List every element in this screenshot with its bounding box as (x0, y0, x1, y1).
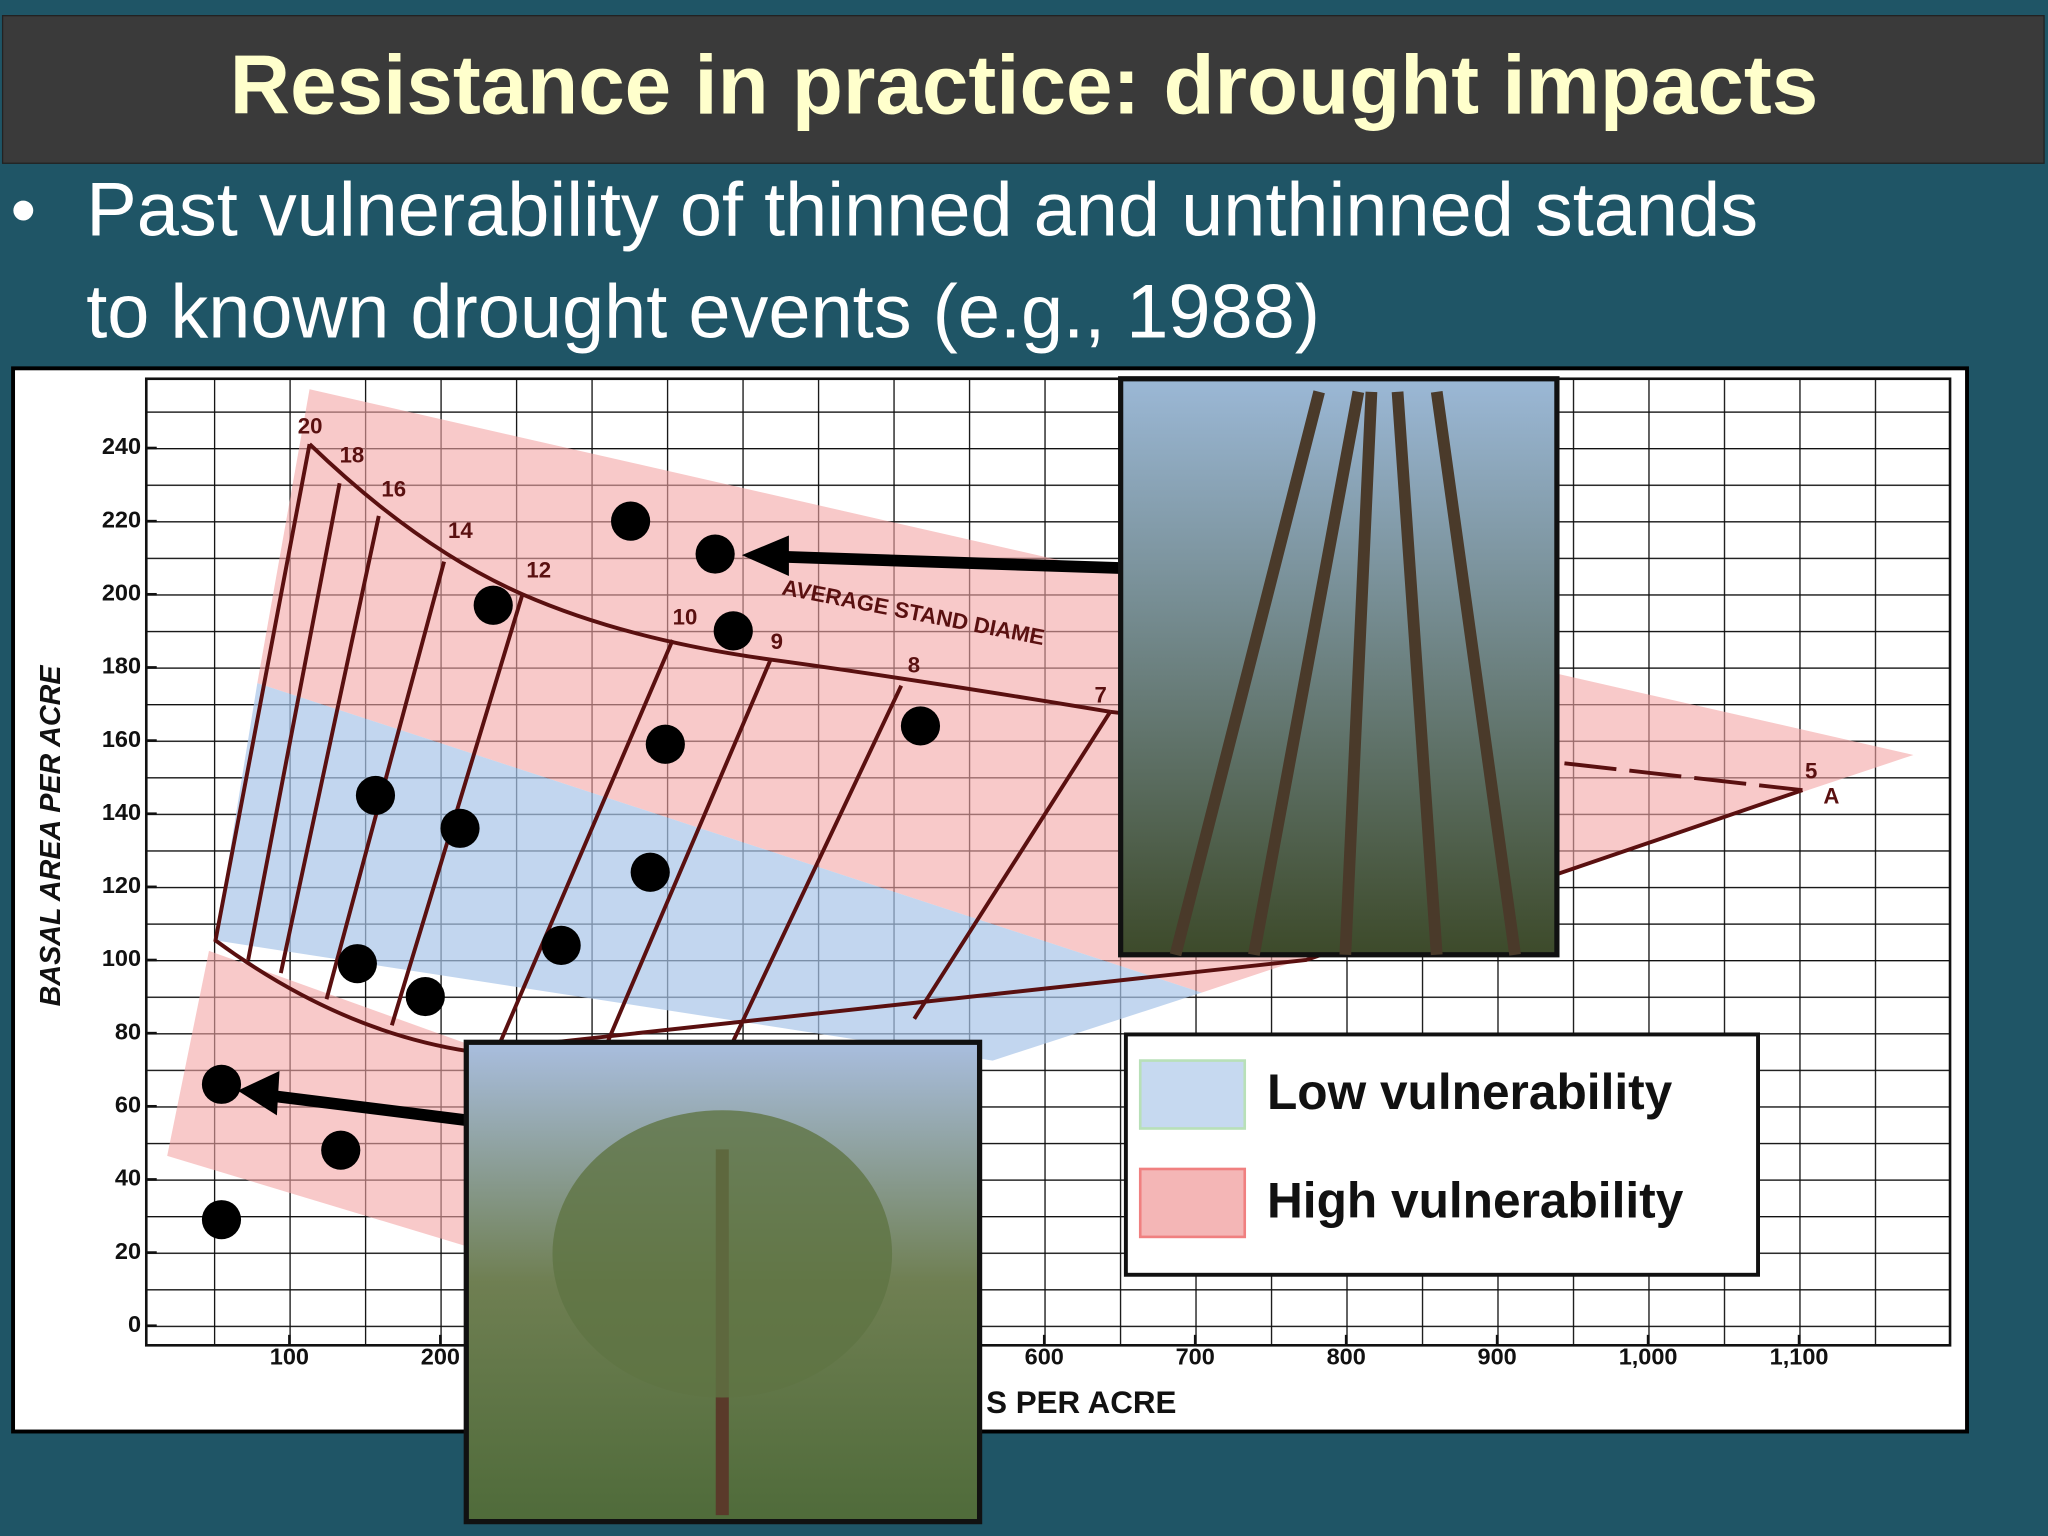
curve-label: 14 (448, 518, 473, 543)
x-tick-label: 200 (421, 1344, 460, 1370)
x-tick-label: 100 (270, 1344, 309, 1370)
x-tick-label: 600 (1025, 1344, 1064, 1370)
low-region (215, 683, 1202, 1061)
curve-label: 9 (771, 629, 783, 654)
y-tick-label: 20 (115, 1238, 141, 1264)
y-tick-label: 60 (115, 1091, 141, 1117)
arrow-head (741, 535, 789, 576)
curve-label: 16 (381, 476, 406, 501)
arrow (770, 550, 1124, 575)
curve-label: 10 (673, 604, 698, 629)
y-tick-label: 120 (102, 872, 141, 898)
bullet-text: to known drought events (e.g., 1988) (86, 269, 1320, 354)
curve-label: 8 (908, 653, 920, 678)
y-axis-label: BASAL AREA PER ACRE (35, 665, 67, 1007)
data-point (473, 585, 513, 625)
photo-crown (552, 1110, 893, 1398)
curve-label: 18 (340, 442, 365, 467)
data-point (201, 1200, 242, 1240)
photo-tall-pines (1118, 376, 1560, 958)
curve-label: 12 (526, 557, 551, 582)
x-tick-label: 1,100 (1770, 1344, 1829, 1370)
legend-label: Low vulnerability (1267, 1064, 1673, 1120)
curve-label: 20 (298, 414, 323, 439)
curve-label: 7 (1095, 683, 1107, 708)
data-point (713, 611, 753, 651)
x-tick-label: 1,000 (1619, 1344, 1678, 1370)
y-tick-label: 200 (102, 579, 141, 605)
bullet-text: Past vulnerability of thinned and unthin… (86, 168, 1758, 253)
y-tick-label: 0 (128, 1311, 141, 1337)
y-tick-label: 140 (102, 799, 141, 825)
data-point (440, 808, 480, 848)
data-point (355, 775, 396, 816)
curve-label: A (1823, 783, 1839, 808)
data-point (405, 976, 445, 1017)
photo-trunks (1169, 390, 1521, 957)
y-tick-label: 220 (102, 506, 141, 532)
legend-swatch (1138, 1167, 1247, 1239)
x-tick-label: 900 (1478, 1344, 1517, 1370)
arrow (260, 1088, 471, 1127)
x-tick-label: 700 (1176, 1344, 1215, 1370)
x-tick-label: 800 (1327, 1344, 1366, 1370)
bullet-dot: • (10, 170, 36, 251)
arrow-head (237, 1071, 280, 1116)
data-point (900, 706, 941, 746)
y-tick-label: 40 (115, 1165, 141, 1191)
y-tick-label: 100 (102, 945, 141, 971)
data-point (695, 534, 735, 574)
y-tick-label: 160 (102, 726, 141, 752)
legend-swatch (1138, 1059, 1247, 1130)
data-point (541, 925, 581, 965)
x-axis-label: S PER ACRE (986, 1385, 1176, 1420)
data-point (337, 944, 377, 984)
title-bar (1, 15, 2045, 164)
data-point (201, 1064, 242, 1104)
data-point (645, 724, 685, 764)
y-tick-label: 180 (102, 653, 141, 679)
y-tick-label: 80 (115, 1018, 141, 1044)
data-point (630, 852, 670, 892)
curve-label: 5 (1805, 758, 1817, 783)
y-tick-label: 240 (102, 433, 141, 459)
data-point (611, 501, 651, 541)
legend-label: High vulnerability (1267, 1172, 1684, 1228)
data-point (321, 1130, 361, 1170)
title: Resistance in practice: drought impacts (230, 38, 1818, 132)
